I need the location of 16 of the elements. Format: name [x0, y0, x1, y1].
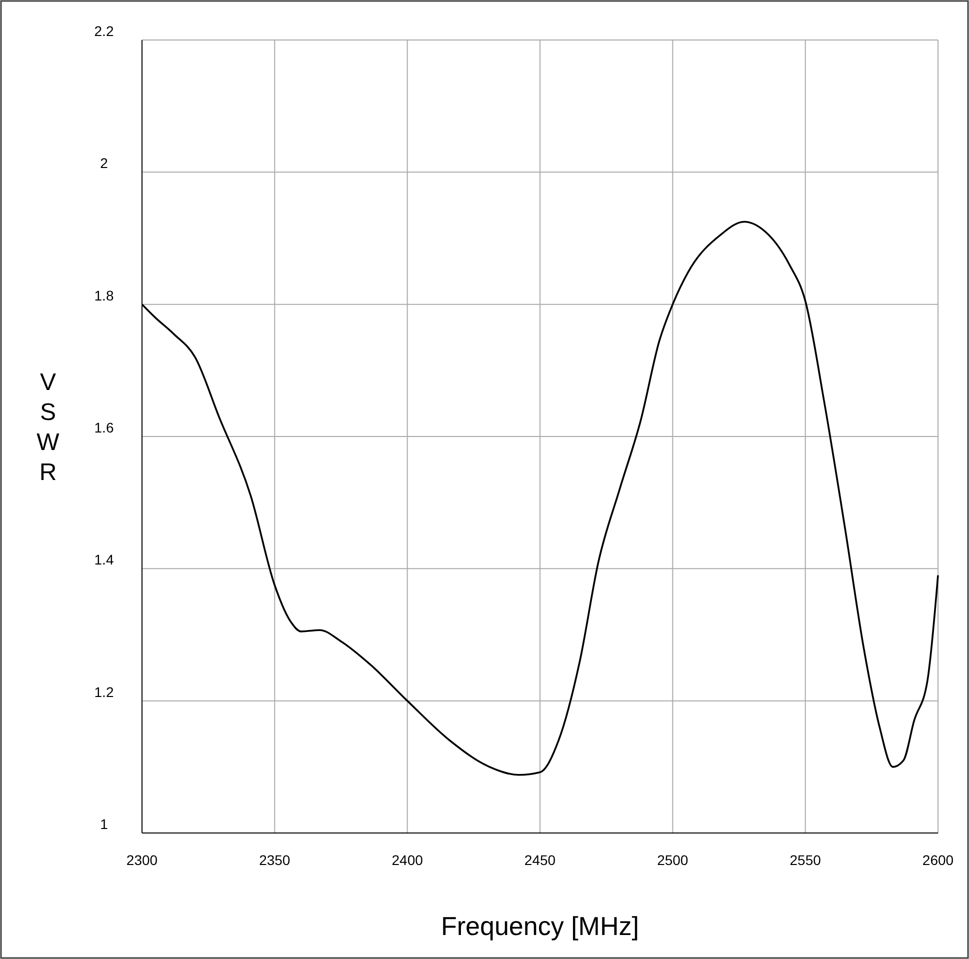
x-tick-label: 2350 — [259, 852, 290, 868]
x-tick-label: 2400 — [392, 852, 424, 868]
x-tick-label: 2500 — [657, 852, 688, 868]
y-tick-label: 1.8 — [94, 287, 114, 304]
x-tick-label: 2600 — [922, 852, 954, 868]
x-tick-label: 2300 — [126, 852, 158, 868]
y-axis-title: VSWR — [36, 369, 60, 486]
x-tick-label: 2550 — [790, 852, 822, 868]
y-tick-label: 1.2 — [94, 684, 114, 700]
y-tick-label: 2 — [100, 155, 108, 172]
y-tick-label: 1.6 — [94, 420, 114, 436]
y-tick-label: 1.4 — [94, 552, 114, 568]
y-tick-label: 2.2 — [94, 23, 114, 39]
y-tick-label: 1 — [100, 816, 108, 832]
x-tick-label: 2450 — [524, 852, 556, 868]
x-axis-title: Frequency [MHz] — [441, 911, 639, 941]
